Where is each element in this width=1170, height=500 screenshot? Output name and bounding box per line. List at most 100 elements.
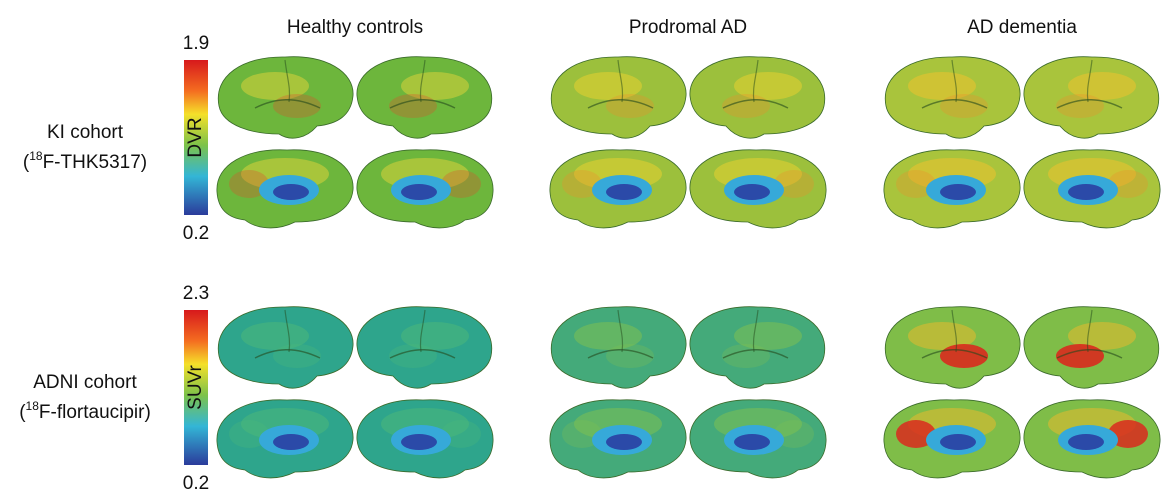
colorbar-max: 2.3	[183, 283, 209, 304]
brain-lateral	[1023, 306, 1160, 389]
cortex-hot	[229, 170, 269, 198]
brain-lateral	[689, 56, 826, 139]
brain-lateral	[884, 306, 1021, 389]
cortex-hot	[1108, 420, 1148, 448]
sulcus	[254, 349, 321, 359]
sulcus	[254, 99, 321, 109]
sulcus	[1086, 59, 1093, 103]
sulcus	[284, 59, 291, 103]
cortex-highlight	[574, 72, 642, 100]
brain-lateral	[1023, 56, 1160, 139]
ventricle	[1068, 434, 1104, 450]
colorbar-label: SUVr	[185, 364, 206, 409]
sulcus	[419, 309, 426, 353]
sulcus	[284, 309, 291, 353]
colorbar	[184, 310, 208, 465]
cortex-highlight	[241, 72, 309, 100]
cortex-highlight	[734, 322, 802, 350]
sulcus	[1056, 349, 1123, 359]
brain-medial	[1023, 399, 1161, 479]
column-header: AD dementia	[967, 17, 1077, 38]
sulcus	[722, 99, 789, 109]
brain-lateral	[217, 306, 354, 389]
sulcus	[419, 59, 426, 103]
sulcus	[1086, 309, 1093, 353]
sulcus	[617, 59, 624, 103]
sulcus	[722, 349, 789, 359]
cortex-hot	[441, 420, 481, 448]
ventricle	[401, 184, 437, 200]
sulcus	[389, 99, 456, 109]
ventricle	[606, 184, 642, 200]
cortex-hot	[562, 420, 602, 448]
cortex-hot	[774, 170, 814, 198]
cortex-highlight	[1068, 322, 1136, 350]
ventricle	[734, 434, 770, 450]
column-header: Healthy controls	[287, 17, 423, 38]
brain-medial	[689, 399, 827, 479]
sulcus	[617, 309, 624, 353]
brain-panels	[216, 56, 1161, 479]
brain-medial	[549, 149, 687, 229]
column-header: Prodromal AD	[629, 17, 747, 38]
brain-medial	[883, 399, 1021, 479]
brain-medial	[689, 149, 827, 229]
tracer-compound: F-THK5317)	[43, 152, 148, 173]
colorbar-label: DVR	[185, 117, 206, 157]
sulcus	[587, 349, 654, 359]
cortex-highlight	[908, 322, 976, 350]
brain-medial	[356, 149, 494, 229]
cortex-highlight	[1068, 72, 1136, 100]
ventricle	[401, 434, 437, 450]
brain-medial	[356, 399, 494, 479]
sulcus	[389, 349, 456, 359]
colorbar-max: 1.9	[183, 33, 209, 54]
brain-lateral	[217, 56, 354, 139]
cortex-highlight	[574, 322, 642, 350]
row-label: ADNI cohort	[33, 372, 137, 393]
brain-lateral	[689, 306, 826, 389]
cortex-hot	[229, 420, 269, 448]
ventricle	[273, 184, 309, 200]
tracer-isotope: 18	[29, 149, 43, 163]
cortex-highlight	[908, 72, 976, 100]
sulcus	[752, 59, 759, 103]
sulcus	[921, 99, 988, 109]
cortex-hot	[896, 170, 936, 198]
ventricle	[1068, 184, 1104, 200]
cortex-highlight	[734, 72, 802, 100]
tracer-label: (18F-THK5317)	[23, 149, 147, 173]
ventricle	[940, 434, 976, 450]
brain-medial	[883, 149, 1021, 229]
ventricle	[273, 434, 309, 450]
sulcus	[951, 309, 958, 353]
tracer-isotope: 18	[26, 399, 40, 413]
cortex-hot	[774, 420, 814, 448]
brain-lateral	[356, 306, 493, 389]
cortex-hot	[896, 420, 936, 448]
ventricle	[606, 434, 642, 450]
cortex-hot	[1108, 170, 1148, 198]
brain-medial	[549, 399, 687, 479]
sulcus	[752, 309, 759, 353]
tracer-compound: F-flortaucipir)	[39, 402, 151, 423]
column-headers: Healthy controls Prodromal AD AD dementia	[287, 17, 1077, 38]
cortex-highlight	[241, 322, 309, 350]
cortex-highlight	[401, 322, 469, 350]
sulcus	[587, 99, 654, 109]
colorbar-min: 0.2	[183, 473, 209, 494]
ventricle	[940, 184, 976, 200]
brain-medial	[216, 399, 354, 479]
brain-lateral	[550, 306, 687, 389]
tracer-open: (	[19, 402, 26, 423]
brain-lateral	[884, 56, 1021, 139]
cortex-highlight	[401, 72, 469, 100]
colorbar	[184, 60, 208, 215]
cortex-hot	[441, 170, 481, 198]
row-label: KI cohort	[47, 122, 124, 143]
brain-lateral	[356, 56, 493, 139]
sulcus	[921, 349, 988, 359]
tracer-open: (	[23, 152, 30, 173]
